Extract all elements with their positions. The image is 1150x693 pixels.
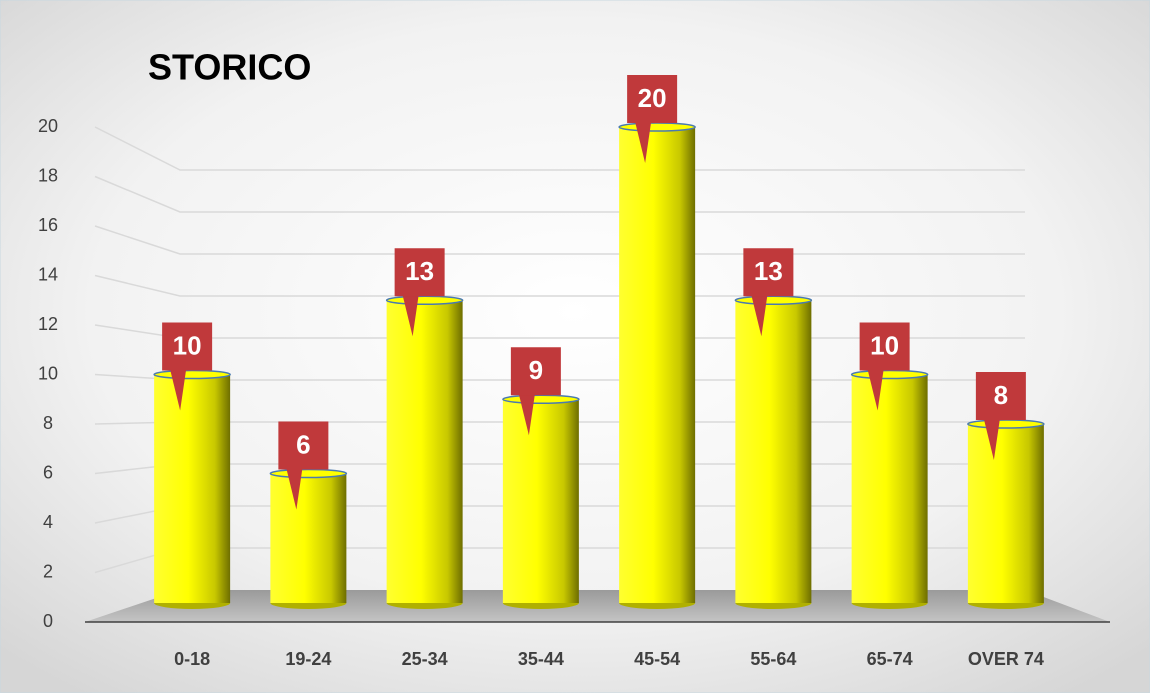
- x-tick-label: 35-44: [518, 649, 564, 669]
- y-tick-label: 14: [38, 264, 58, 284]
- grid-line: [94, 274, 1025, 297]
- label-pointer: [286, 468, 303, 510]
- x-tick-label: 45-54: [634, 649, 680, 669]
- label-pointer: [635, 122, 652, 163]
- data-label: 6: [296, 429, 310, 459]
- bar: [270, 473, 347, 603]
- grid-line: [94, 175, 1025, 213]
- x-tick-label: 0-18: [174, 649, 210, 669]
- label-box: [627, 75, 678, 123]
- bar-top: [502, 394, 580, 404]
- label-pointer: [983, 419, 1000, 460]
- y-tick-label: 10: [38, 363, 58, 383]
- chart-title: STORICO: [148, 47, 311, 88]
- x-tick-label: 25-34: [402, 649, 448, 669]
- label-box: [975, 372, 1026, 420]
- y-tick-label: 18: [38, 165, 58, 185]
- bar: [154, 374, 231, 603]
- bar: [502, 399, 579, 603]
- data-label: 10: [173, 330, 202, 360]
- label-pointer: [170, 369, 187, 411]
- data-label: 13: [754, 256, 783, 286]
- label-pointer: [402, 295, 419, 337]
- x-tick-label: 19-24: [285, 649, 331, 669]
- floor: [85, 590, 1110, 622]
- data-label: 8: [994, 380, 1008, 410]
- bar-top: [618, 122, 696, 132]
- bar: [735, 300, 812, 603]
- bar: [851, 374, 928, 603]
- label-pointer: [867, 369, 884, 411]
- bar: [967, 424, 1044, 603]
- label-box: [859, 322, 910, 371]
- x-tick-label: 65-74: [867, 649, 913, 669]
- y-tick-label: 0: [43, 611, 53, 631]
- x-tick-label: 55-64: [750, 649, 796, 669]
- bar-top: [269, 468, 348, 479]
- y-tick-label: 12: [38, 314, 58, 334]
- y-tick-label: 4: [43, 512, 53, 532]
- bar-top: [734, 295, 813, 305]
- bar-top: [967, 419, 1045, 429]
- y-tick-label: 20: [38, 116, 58, 136]
- y-tick-label: 16: [38, 215, 58, 235]
- bar-top: [850, 369, 929, 380]
- data-label: 10: [870, 330, 899, 360]
- bar-top: [153, 369, 231, 380]
- data-label: 13: [405, 256, 434, 286]
- grid-line: [94, 225, 1025, 255]
- label-box: [394, 248, 445, 297]
- label-box: [743, 248, 794, 297]
- bar-top: [385, 295, 464, 305]
- x-tick-label: OVER 74: [968, 649, 1044, 669]
- bar: [619, 127, 696, 603]
- y-tick-label: 2: [43, 561, 53, 581]
- label-pointer: [518, 394, 535, 436]
- y-tick-label: 6: [43, 462, 53, 482]
- label-box: [510, 347, 561, 396]
- y-tick-label: 8: [43, 413, 53, 433]
- bar: [386, 300, 463, 603]
- label-box: [278, 421, 329, 470]
- label-pointer: [751, 295, 768, 337]
- data-label: 20: [638, 83, 667, 113]
- grid-line: [94, 126, 1025, 171]
- label-box: [162, 322, 213, 371]
- data-label: 9: [529, 355, 543, 385]
